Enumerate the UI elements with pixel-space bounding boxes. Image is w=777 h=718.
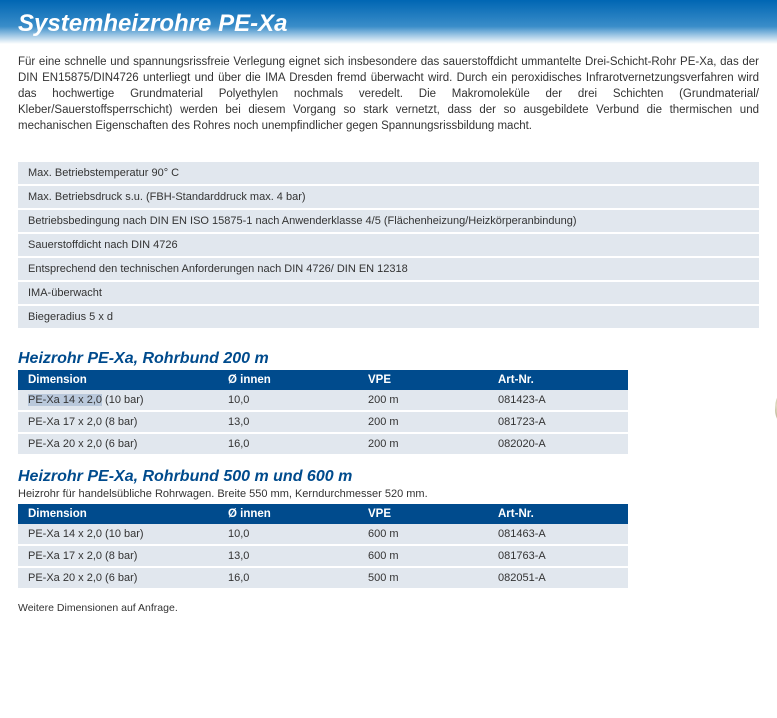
spec-row: Max. Betriebstemperatur 90° C — [18, 162, 759, 184]
cell-inner: 13,0 — [218, 545, 358, 567]
cell-inner: 16,0 — [218, 567, 358, 588]
product-table: DimensionØ innenVPEArt-Nr.PE-Xa 14 x 2,0… — [18, 504, 628, 588]
title-bar: Systemheizrohre PE-Xa — [0, 0, 777, 44]
section-subtitle: Heizrohr für handelsübliche Rohrwagen. B… — [18, 488, 629, 500]
spec-row: Max. Betriebsdruck s.u. (FBH-Standarddru… — [18, 186, 759, 208]
cell-inner: 10,0 — [218, 390, 358, 411]
cell-inner: 16,0 — [218, 433, 358, 454]
cell-dim: PE-Xa 20 x 2,0 (6 bar) — [18, 567, 218, 588]
cell-vpe: 600 m — [358, 524, 488, 545]
cell-art: 081723-A — [488, 411, 628, 433]
product-image — [769, 360, 777, 450]
column-header: Dimension — [18, 370, 218, 390]
intro-paragraph: Für eine schnelle und spannungsrissfreie… — [18, 54, 759, 134]
cell-art: 082020-A — [488, 433, 628, 454]
table-row: PE-Xa 20 x 2,0 (6 bar)16,0500 m082051-A — [18, 567, 628, 588]
section-title: Heizrohr PE-Xa, Rohrbund 200 m — [18, 350, 629, 368]
highlighted-text: PE-Xa 14 x 2,0 — [28, 394, 102, 406]
cell-dim: PE-Xa 17 x 2,0 (8 bar) — [18, 411, 218, 433]
column-header: Ø innen — [218, 504, 358, 524]
table-row: PE-Xa 17 x 2,0 (8 bar)13,0200 m081723-A — [18, 411, 628, 433]
cell-vpe: 200 m — [358, 433, 488, 454]
column-header: Ø innen — [218, 370, 358, 390]
content-area: Für eine schnelle und spannungsrissfreie… — [0, 44, 777, 632]
cell-vpe: 200 m — [358, 390, 488, 411]
spec-row: Betriebsbedingung nach DIN EN ISO 15875-… — [18, 210, 759, 232]
pipe-box-icon — [769, 478, 777, 568]
cell-art: 082051-A — [488, 567, 628, 588]
product-section: Heizrohr PE-Xa, Rohrbund 200 m DimensionØ… — [18, 350, 759, 454]
cell-inner: 10,0 — [218, 524, 358, 545]
column-header: Dimension — [18, 504, 218, 524]
cell-inner: 13,0 — [218, 411, 358, 433]
cell-dim: PE-Xa 20 x 2,0 (6 bar) — [18, 433, 218, 454]
column-header: VPE — [358, 504, 488, 524]
cell-vpe: 600 m — [358, 545, 488, 567]
section-title: Heizrohr PE-Xa, Rohrbund 500 m und 600 m — [18, 468, 629, 486]
table-row: PE-Xa 20 x 2,0 (6 bar)16,0200 m082020-A — [18, 433, 628, 454]
table-row: PE-Xa 17 x 2,0 (8 bar)13,0600 m081763-A — [18, 545, 628, 567]
product-table: DimensionØ innenVPEArt-Nr.PE-Xa 14 x 2,0… — [18, 370, 628, 454]
cell-dim: PE-Xa 14 x 2,0 (10 bar) — [18, 524, 218, 545]
page-title: Systemheizrohre PE-Xa — [18, 10, 759, 38]
cell-dim: PE-Xa 14 x 2,0 (10 bar) — [18, 390, 218, 411]
footnote: Weitere Dimensionen auf Anfrage. — [18, 602, 759, 614]
cell-vpe: 200 m — [358, 411, 488, 433]
column-header: Art-Nr. — [488, 370, 628, 390]
product-section: Heizrohr PE-Xa, Rohrbund 500 m und 600 m… — [18, 468, 759, 588]
pipe-coil-icon — [769, 360, 777, 450]
table-row: PE-Xa 14 x 2,0 (10 bar)10,0200 m081423-A — [18, 390, 628, 411]
spec-row: Sauerstoffdicht nach DIN 4726 — [18, 234, 759, 256]
spec-list: Max. Betriebstemperatur 90° CMax. Betrie… — [18, 162, 759, 328]
column-header: Art-Nr. — [488, 504, 628, 524]
cell-art: 081423-A — [488, 390, 628, 411]
cell-art: 081763-A — [488, 545, 628, 567]
product-image — [769, 478, 777, 568]
spec-row: Entsprechend den technischen Anforderung… — [18, 258, 759, 280]
spec-row: Biegeradius 5 x d — [18, 306, 759, 328]
cell-art: 081463-A — [488, 524, 628, 545]
cell-vpe: 500 m — [358, 567, 488, 588]
column-header: VPE — [358, 370, 488, 390]
table-row: PE-Xa 14 x 2,0 (10 bar)10,0600 m081463-A — [18, 524, 628, 545]
cell-dim: PE-Xa 17 x 2,0 (8 bar) — [18, 545, 218, 567]
spec-row: IMA-überwacht — [18, 282, 759, 304]
